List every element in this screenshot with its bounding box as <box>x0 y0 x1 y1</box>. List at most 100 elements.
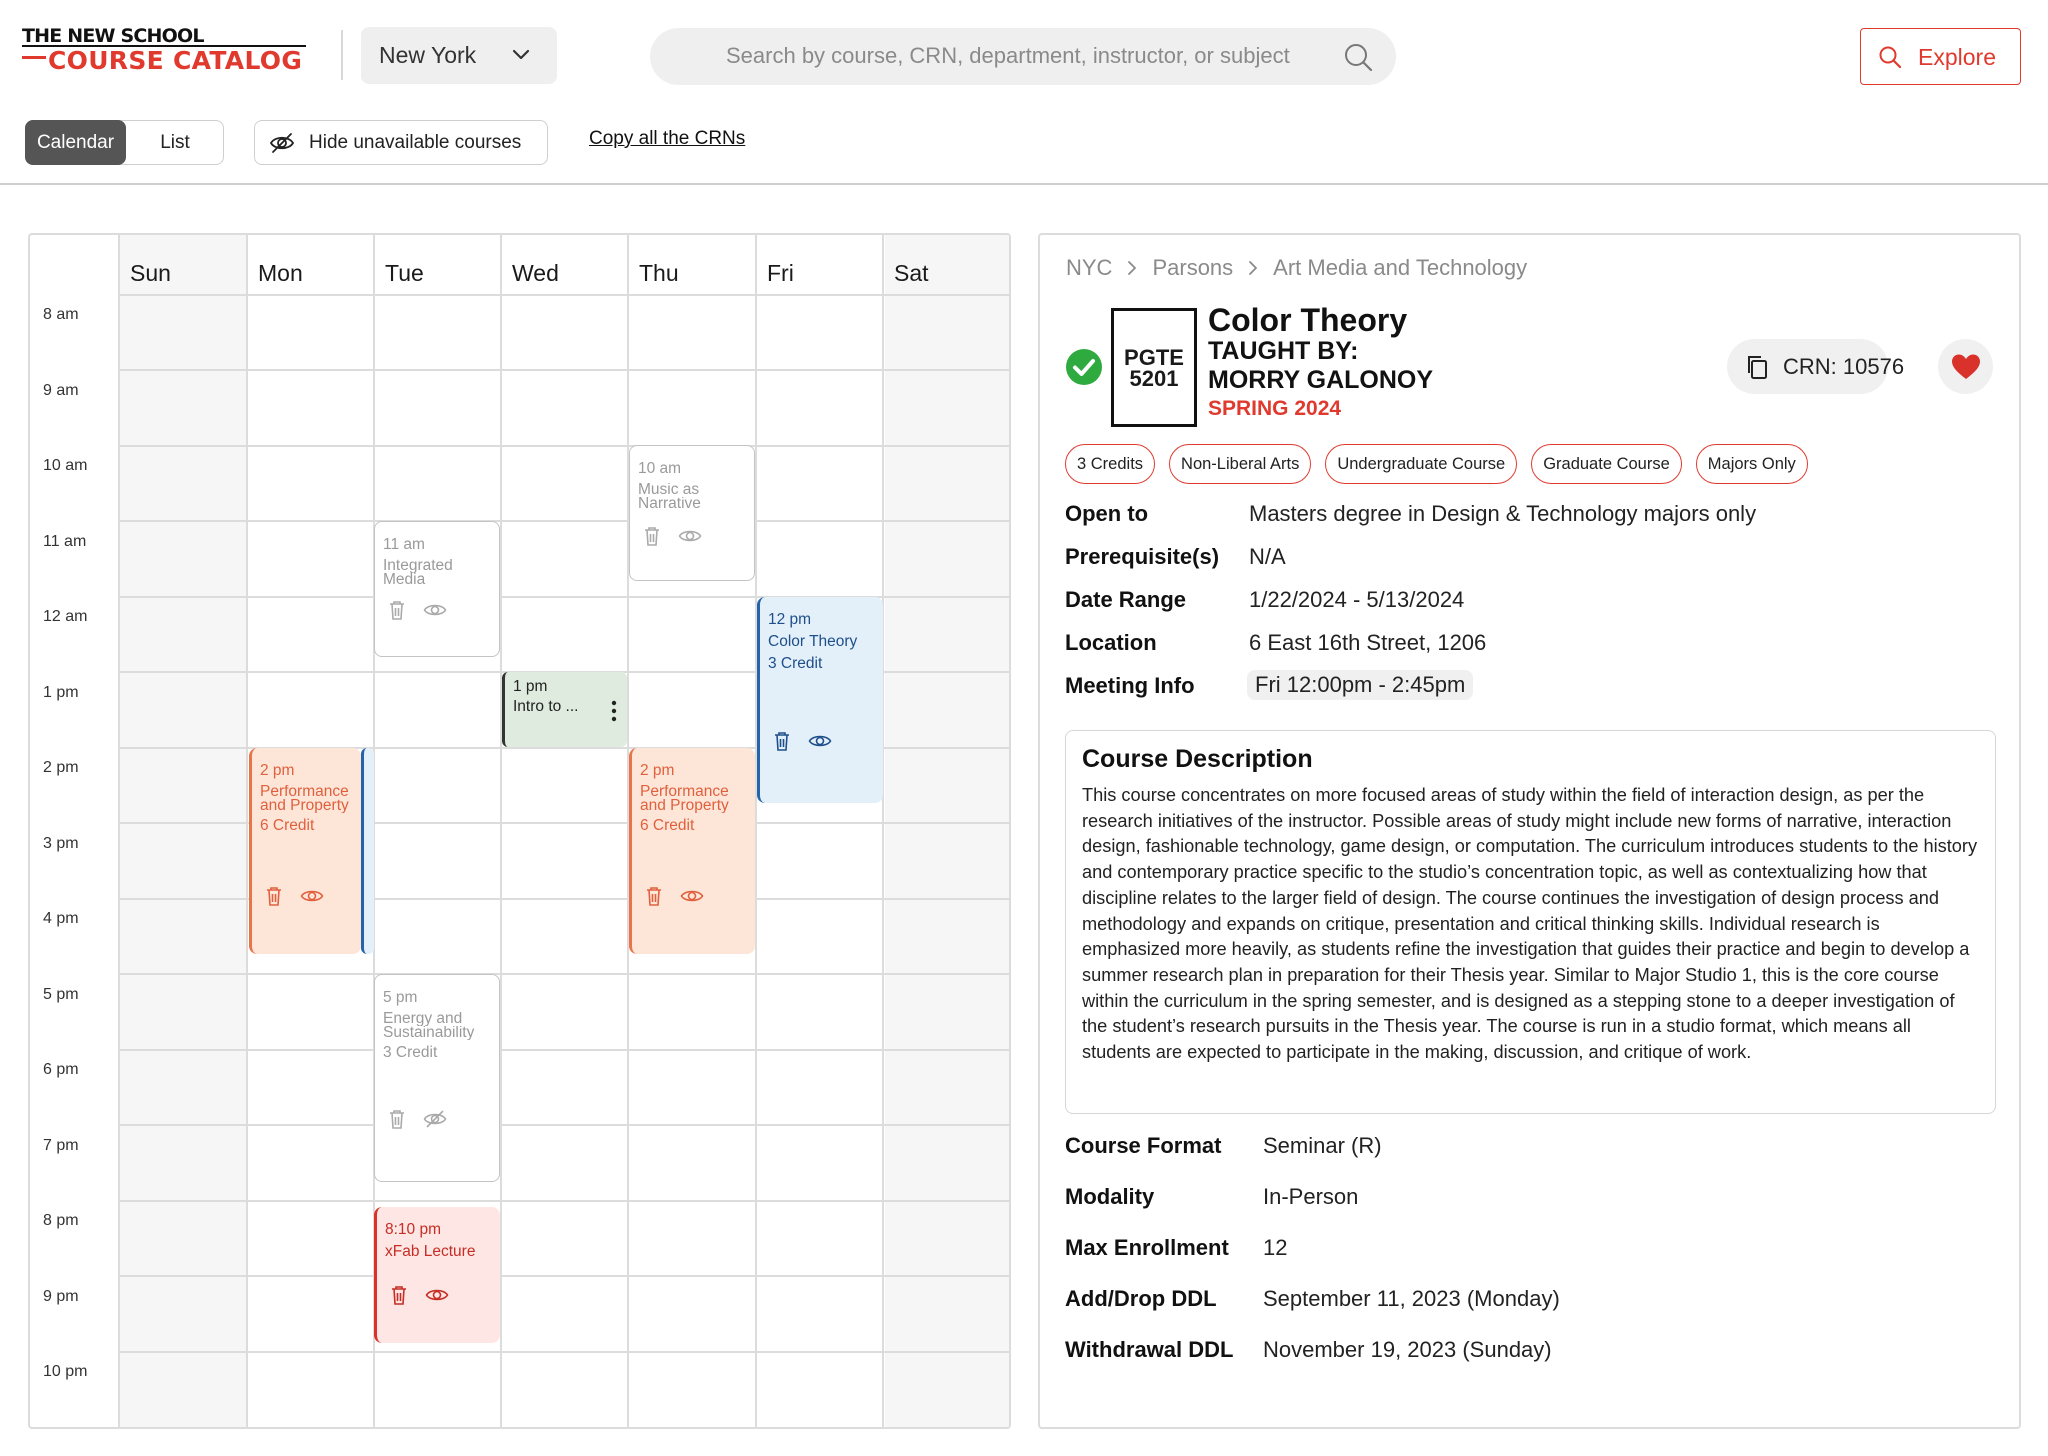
logo-top-text: THE NEW SCHOOL <box>22 25 204 47</box>
event-integrated-media[interactable]: 11 am Integrated Media <box>374 521 500 657</box>
event-performance-and-property-mon[interactable]: 2 pm Performance and Property 6 Credit <box>249 748 361 954</box>
time-label: 7 pm <box>43 1137 79 1154</box>
day-header-thu: Thu <box>639 260 679 286</box>
grid-line <box>118 747 1009 749</box>
event-credit: 6 Credit <box>640 817 695 834</box>
grid-line <box>755 235 757 1427</box>
time-label: 5 pm <box>43 986 79 1003</box>
search-input[interactable]: Search by course, CRN, department, instr… <box>650 28 1396 85</box>
trash-icon[interactable] <box>642 884 666 908</box>
trash-icon[interactable] <box>770 729 794 753</box>
event-time: 2 pm <box>260 762 295 779</box>
breadcrumb-item[interactable]: Parsons <box>1152 255 1234 280</box>
trash-icon[interactable] <box>387 1283 411 1307</box>
eye-slash-icon[interactable] <box>423 1107 447 1131</box>
day-header-sun: Sun <box>130 260 171 286</box>
logo-rule <box>22 45 306 47</box>
event-time: 10 am <box>638 460 682 477</box>
event-title: Energy and <box>383 1012 463 1026</box>
trash-icon[interactable] <box>385 598 409 622</box>
info-value: Masters degree in Design & Technology ma… <box>1249 501 1757 526</box>
event-credit: 6 Credit <box>260 817 315 834</box>
event-time: 12 pm <box>768 611 812 628</box>
meta-label: Course Format <box>1065 1133 1222 1158</box>
event-xfab-lecture[interactable]: 8:10 pm xFab Lecture <box>374 1207 500 1343</box>
grid-line <box>118 671 1009 673</box>
time-label: 1 pm <box>43 684 79 701</box>
eye-icon[interactable] <box>425 1283 449 1307</box>
course-code-line: PGTE <box>1124 344 1184 370</box>
instructor-block: TAUGHT BY: MORRY GALONOY <box>1208 337 1433 395</box>
info-value: N/A <box>1249 544 1286 569</box>
eye-icon[interactable] <box>680 884 704 908</box>
list-view-button[interactable]: List <box>160 131 190 153</box>
eye-icon[interactable] <box>808 729 832 753</box>
breadcrumb-item[interactable]: Art Media and Technology <box>1273 255 1528 280</box>
sunday-column <box>120 235 247 1427</box>
calendar-grid: Sun Mon Tue Wed Thu Fri Sat 8 am 9 am 10… <box>28 233 1011 1429</box>
meta-label: Max Enrollment <box>1065 1235 1229 1260</box>
eye-icon[interactable] <box>678 524 702 548</box>
grid-line <box>118 294 1009 296</box>
day-header-fri: Fri <box>767 260 794 286</box>
course-tags: 3 Credits Non-Liberal Arts Undergraduate… <box>1065 444 1808 484</box>
event-title: Performance <box>260 785 349 799</box>
course-code-line: 5201 <box>1129 365 1179 391</box>
more-vertical-icon[interactable] <box>611 700 617 722</box>
info-label: Location <box>1065 630 1157 655</box>
event-overlap-strip[interactable] <box>361 748 374 954</box>
event-title: Sustainability <box>383 1026 475 1040</box>
meta-value: Seminar (R) <box>1263 1133 1382 1158</box>
city-select[interactable]: New York <box>361 27 557 84</box>
event-energy-and-sustainability[interactable]: 5 pm Energy and Sustainability 3 Credit <box>374 974 500 1182</box>
copy-crn-button[interactable]: CRN: 10576 <box>1727 339 1904 394</box>
eye-icon[interactable] <box>300 884 324 908</box>
grid-line <box>118 369 1009 371</box>
time-label: 8 pm <box>43 1212 79 1229</box>
tag-credits: 3 Credits <box>1065 444 1156 484</box>
grid-line <box>882 235 884 1427</box>
description-title: Course Description <box>1082 745 1313 773</box>
time-label: 8 am <box>43 306 79 323</box>
info-label: Date Range <box>1065 587 1187 612</box>
taught-by-label: TAUGHT BY: <box>1208 337 1359 365</box>
copy-crns-link[interactable]: Copy all the CRNs <box>589 128 746 149</box>
breadcrumb-item[interactable]: NYC <box>1066 255 1113 280</box>
instructor-name: MORRY GALONOY <box>1208 366 1434 394</box>
time-label: 4 pm <box>43 910 79 927</box>
event-color-theory[interactable]: 12 pm Color Theory 3 Credit <box>757 597 883 803</box>
city-select-value: New York <box>379 42 477 68</box>
search-placeholder: Search by course, CRN, department, instr… <box>726 43 1290 68</box>
event-performance-and-property-thu[interactable]: 2 pm Performance and Property 6 Credit <box>629 748 755 954</box>
hide-unavailable-button[interactable]: Hide unavailable courses <box>254 120 548 165</box>
event-time: 2 pm <box>640 762 675 779</box>
meta-label: Withdrawal DDL <box>1065 1337 1234 1362</box>
event-credit: 3 Credit <box>768 655 823 672</box>
day-header-mon: Mon <box>258 260 303 286</box>
search-icon[interactable] <box>1342 41 1374 73</box>
event-title: Performance <box>640 785 729 799</box>
calendar-view-button[interactable]: Calendar <box>25 120 126 165</box>
trash-icon[interactable] <box>385 1107 409 1131</box>
meta-label: Modality <box>1065 1184 1155 1209</box>
explore-label: Explore <box>1918 44 1996 70</box>
favorite-button[interactable] <box>1938 339 1993 394</box>
event-intro[interactable]: 1 pm Intro to ... <box>502 672 627 747</box>
meta-value: 12 <box>1263 1235 1288 1260</box>
event-title: and Property <box>640 799 729 813</box>
trash-icon[interactable] <box>640 524 664 548</box>
event-title: Integrated <box>383 559 453 573</box>
trash-icon[interactable] <box>262 884 286 908</box>
eye-icon[interactable] <box>423 598 447 622</box>
grid-line <box>500 235 502 1427</box>
explore-button[interactable]: Explore <box>1860 28 2021 85</box>
logo[interactable]: THE NEW SCHOOL COURSE CATALOG <box>22 26 322 76</box>
time-label: 6 pm <box>43 1061 79 1078</box>
grid-line <box>118 520 1009 522</box>
saturday-column <box>885 235 1009 1427</box>
grid-line <box>118 1124 1009 1126</box>
event-time: 5 pm <box>383 989 418 1006</box>
time-label: 10 pm <box>43 1363 88 1380</box>
event-music-as-narrative[interactable]: 10 am Music as Narrative <box>629 445 755 581</box>
event-title: xFab Lecture <box>385 1243 476 1260</box>
